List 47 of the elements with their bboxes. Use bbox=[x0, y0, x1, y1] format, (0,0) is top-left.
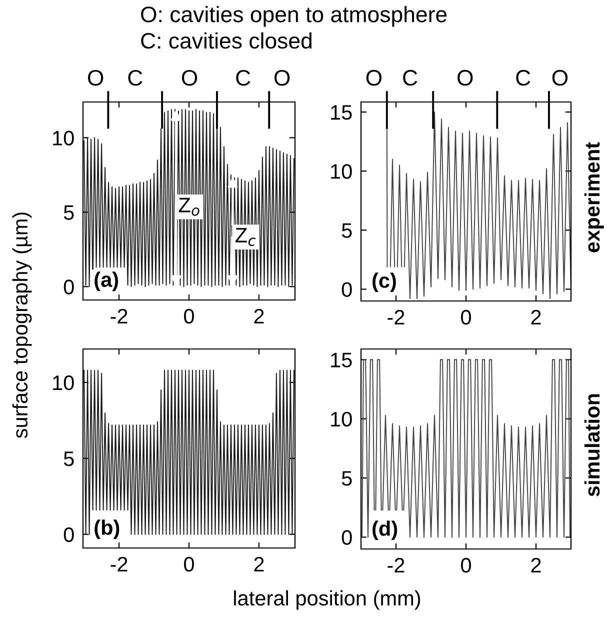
annotation: (c) bbox=[372, 272, 396, 292]
text: O bbox=[274, 70, 290, 86]
text: C bbox=[128, 70, 142, 86]
annotation: (a) bbox=[94, 272, 118, 292]
y-tick-label: 5 bbox=[64, 452, 74, 466]
x-tick-label: 0 bbox=[461, 558, 471, 573]
annotation: Z$_{o}$ bbox=[178, 198, 200, 216]
x-tick-label: 2 bbox=[531, 558, 541, 572]
y-tick-label: 0 bbox=[342, 282, 352, 297]
annotation: (d) bbox=[372, 520, 398, 540]
x-tick-label: 2 bbox=[531, 310, 541, 324]
x-tick-label: -2 bbox=[110, 556, 128, 572]
text: C bbox=[236, 70, 250, 86]
x-tick-label: -2 bbox=[388, 310, 404, 324]
text: O bbox=[182, 70, 198, 86]
y-tick-label: 15 bbox=[331, 105, 352, 120]
y-tick-label: 15 bbox=[331, 352, 352, 368]
x-tick-label: 0 bbox=[461, 310, 471, 325]
y-tick-label: 10 bbox=[53, 375, 74, 390]
y-tick-label: 10 bbox=[331, 412, 352, 427]
x-tick-label: -2 bbox=[110, 308, 128, 324]
text: O bbox=[458, 70, 473, 86]
y-tick-label: 0 bbox=[342, 530, 352, 545]
y-tick-label: 10 bbox=[53, 130, 74, 146]
text: O bbox=[552, 70, 568, 86]
y-tick-label: 5 bbox=[64, 205, 74, 220]
y-tick-label: 10 bbox=[331, 164, 352, 179]
y-tick-label: 5 bbox=[342, 471, 352, 486]
x-tick-label: 0 bbox=[184, 308, 194, 324]
x-tick-label: 0 bbox=[184, 556, 194, 572]
text: experiment bbox=[584, 142, 604, 252]
y-tick-label: 0 bbox=[64, 280, 74, 294]
text: C bbox=[516, 70, 530, 86]
annotation: (b) bbox=[94, 520, 120, 540]
text: O bbox=[88, 70, 104, 86]
x-tick-label: -2 bbox=[388, 558, 404, 572]
text: C bbox=[403, 70, 418, 86]
text: simulation bbox=[584, 394, 600, 496]
text: O bbox=[366, 70, 382, 86]
x-tick-label: 2 bbox=[254, 308, 264, 324]
y-tick-label: 5 bbox=[342, 223, 352, 238]
x-tick-label: 2 bbox=[254, 556, 264, 572]
y-axis-title: surface topography (µm) bbox=[12, 212, 32, 438]
x-axis-title: lateral position (mm) bbox=[234, 590, 420, 610]
chart-title: O: cavities open to atmosphere C: cavities closed bbox=[141, 6, 447, 49]
annotation: Z$_{c}$ bbox=[235, 228, 256, 246]
y-tick-label: 0 bbox=[64, 527, 74, 542]
